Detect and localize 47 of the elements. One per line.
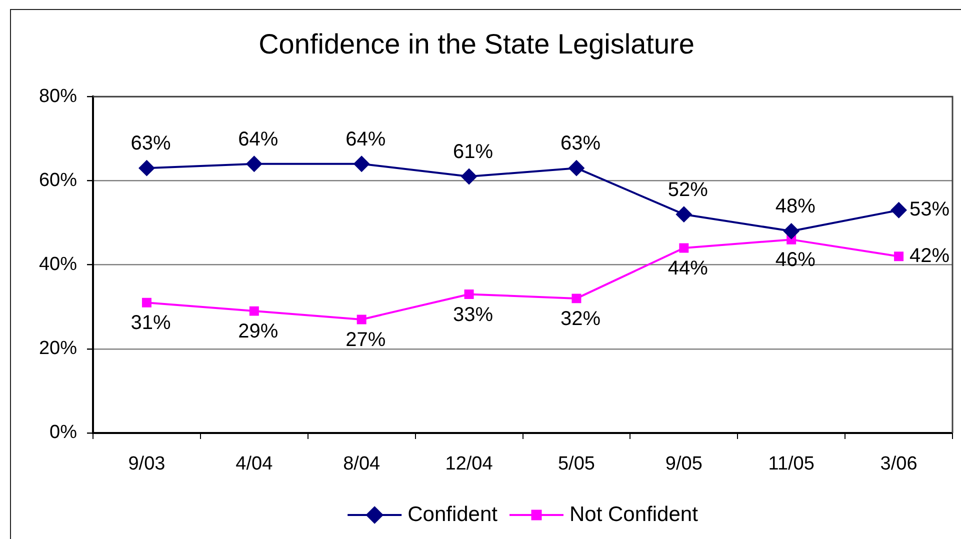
data-label: 53% <box>909 198 950 221</box>
x-tick-label: 4/04 <box>236 454 274 475</box>
point <box>783 223 800 240</box>
data-label: 48% <box>775 196 816 218</box>
x-tick-label: 9/03 <box>128 454 166 475</box>
legend-label: Confident <box>408 502 498 526</box>
point <box>142 298 152 308</box>
point <box>246 156 262 172</box>
point <box>894 252 904 262</box>
legend-label: Not Confident <box>569 502 698 526</box>
data-label: 33% <box>453 304 494 326</box>
data-label: 29% <box>238 320 278 343</box>
point <box>138 160 155 176</box>
data-label: 44% <box>668 257 708 280</box>
data-label: 61% <box>453 141 494 164</box>
x-tick-label: 9/05 <box>665 454 702 475</box>
point <box>890 202 907 218</box>
point <box>676 206 692 222</box>
x-tick-label: 11/05 <box>768 454 814 475</box>
x-tick-label: 12/04 <box>445 454 494 475</box>
data-label: 64% <box>238 128 278 150</box>
data-label: 63% <box>560 132 601 155</box>
point <box>356 314 366 324</box>
point <box>679 243 689 253</box>
data-label: 31% <box>130 312 171 334</box>
x-tick-label: 5/05 <box>558 454 595 475</box>
data-label: 63% <box>130 132 171 155</box>
data-label: 64% <box>346 128 386 150</box>
point <box>461 168 478 184</box>
point <box>249 306 259 316</box>
data-label: 32% <box>560 308 601 330</box>
x-tick-label: 3/06 <box>880 454 918 475</box>
data-label: 46% <box>775 249 816 272</box>
point <box>464 289 474 299</box>
y-tick-label: 0% <box>50 422 78 444</box>
x-tick-label: 8/04 <box>343 454 381 475</box>
chart-title: Confidence in the State Legislature <box>258 28 694 60</box>
point <box>354 156 370 172</box>
data-label: 52% <box>668 178 708 201</box>
data-label: 42% <box>909 244 950 267</box>
point <box>568 160 584 176</box>
y-tick-label: 60% <box>38 170 78 191</box>
y-tick-label: 80% <box>38 86 78 107</box>
point <box>572 294 582 304</box>
data-label: 27% <box>346 328 386 351</box>
y-tick-label: 40% <box>38 254 78 276</box>
y-tick-label: 20% <box>38 338 78 360</box>
